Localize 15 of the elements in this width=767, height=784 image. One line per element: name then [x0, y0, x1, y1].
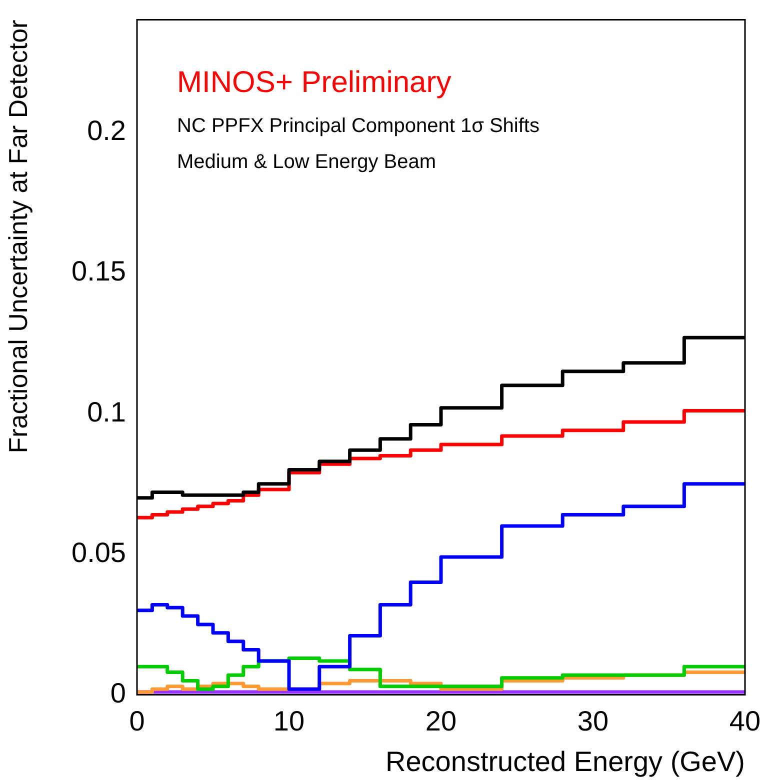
- y-tick-label: 0.05: [72, 536, 126, 568]
- y-tick-label: 0.1: [87, 396, 126, 428]
- y-tick-label: 0: [110, 678, 126, 709]
- x-tick-label: 10: [273, 705, 305, 736]
- text: MINOS+ Preliminary: [177, 66, 452, 99]
- x-tick-label: 20: [425, 705, 457, 736]
- y-tick-label: 0.15: [72, 256, 126, 287]
- y-tick-label: 0.2: [87, 115, 126, 146]
- annotation: NC PPFX Principal Component 1σ Shifts: [177, 114, 540, 137]
- x-tick-label: 40: [729, 705, 761, 736]
- x-tick-label: 0: [129, 705, 145, 736]
- x-axis-title: Reconstructed Energy (GeV): [386, 746, 745, 777]
- annotation: Medium & Low Energy Beam: [177, 150, 436, 173]
- x-tick-label: 30: [577, 705, 609, 736]
- y-axis-title: Fractional Uncertainty at Far Detector: [2, 19, 33, 454]
